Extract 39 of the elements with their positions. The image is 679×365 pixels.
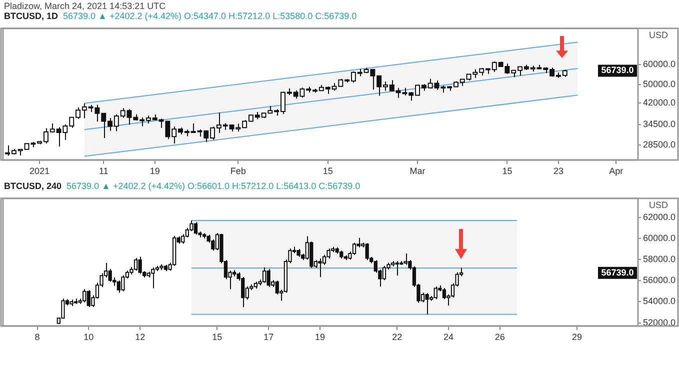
x-tick-label: Feb <box>230 166 246 176</box>
y-tick-label: 34500.0 <box>643 118 676 129</box>
y-tick-label: 60000.0 <box>643 232 676 243</box>
chart-title: BTCUSD, 1D <box>4 11 58 21</box>
y-tick-label: 28500.0 <box>643 139 676 150</box>
x-tick-label: 8 <box>34 332 40 342</box>
x-tick-label: 26 <box>494 332 505 342</box>
x-tick-label: 15 <box>322 166 333 176</box>
y-tick-label: 58000.0 <box>643 254 676 264</box>
chart-subtitle: 56739.0 ▲ +2402.2 (+4.42%) O:56601.0 H:57212.0 L:56413.0 C:56739.0 <box>66 181 360 191</box>
y-axis-title: USD <box>648 200 668 210</box>
x-tick-label: 10 <box>84 332 94 342</box>
y-tick-label: 52000.0 <box>643 317 676 328</box>
x-tick-label: 15 <box>212 332 222 342</box>
text: Pladizow, March 24, 2021 14:53:21 UTC <box>4 1 166 11</box>
x-tick-label: Apr <box>609 166 624 176</box>
x-tick-label: Mar <box>410 166 426 176</box>
y-tick-label: 42000.0 <box>643 98 676 108</box>
x-tick-label: 19 <box>150 166 160 176</box>
x-tick-label: 15 <box>502 166 512 176</box>
y-tick-label: 60000.0 <box>643 59 676 70</box>
annotation: 56739.0 <box>601 65 634 76</box>
x-tick-label: 19 <box>314 332 325 342</box>
y-axis-title: USD <box>648 30 668 40</box>
annotation: 56739.0 <box>601 267 634 278</box>
x-tick-label: 29 <box>572 332 582 342</box>
x-tick-label: 17 <box>264 332 274 342</box>
chart-title: BTCUSD, 240 <box>4 181 62 191</box>
y-tick-label: 62000.0 <box>643 212 676 222</box>
chart-subtitle: 56739.0 ▲ +2402.2 (+4.42%) O:54347.0 H:57212.0 L:53580.0 C:56739.0 <box>63 11 357 21</box>
x-tick-label: 12 <box>135 332 146 342</box>
y-tick-label: 54000.0 <box>643 296 676 306</box>
x-tick-label: 2021 <box>30 166 50 176</box>
y-tick-label: 50000.0 <box>643 78 676 89</box>
x-tick-label: 22 <box>392 332 402 342</box>
x-tick-label: 23 <box>553 166 564 176</box>
x-tick-label: 24 <box>443 332 454 342</box>
x-tick-label: 11 <box>98 166 108 176</box>
y-tick-label: 56000.0 <box>643 275 676 286</box>
